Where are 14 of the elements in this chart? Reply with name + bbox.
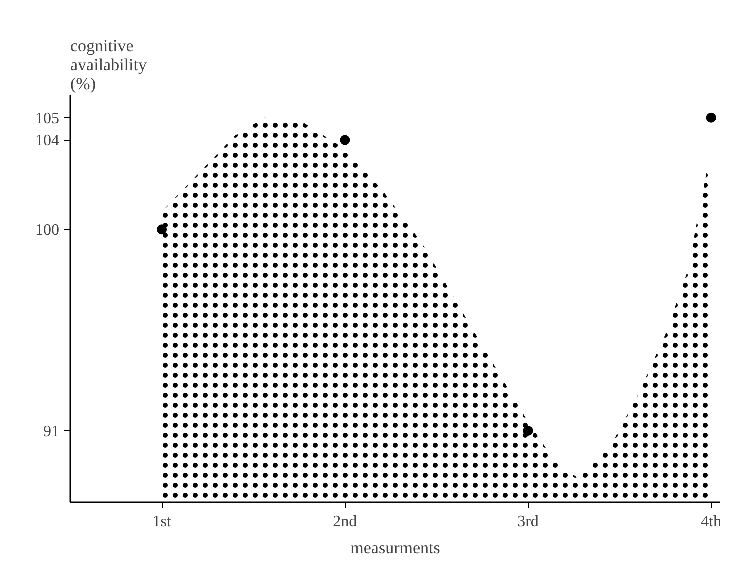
point	[706, 112, 716, 123]
x-tick-label: 1st	[152, 514, 172, 530]
x-tick-label: 4th	[701, 514, 722, 530]
y-tick-label: 91	[44, 423, 60, 440]
x-axis-title: measurments	[350, 538, 440, 558]
point	[157, 224, 168, 235]
x-tick-label: 3rd	[518, 514, 539, 530]
y-tick-label: 104	[36, 132, 60, 150]
point	[340, 135, 350, 146]
y-axis-title: cognitive availability (%)	[70, 36, 148, 94]
y-tick-label: 105	[36, 110, 60, 128]
point	[523, 426, 534, 436]
y-tick-label: 100	[36, 222, 60, 240]
x-tick-label: 2nd	[333, 514, 358, 530]
